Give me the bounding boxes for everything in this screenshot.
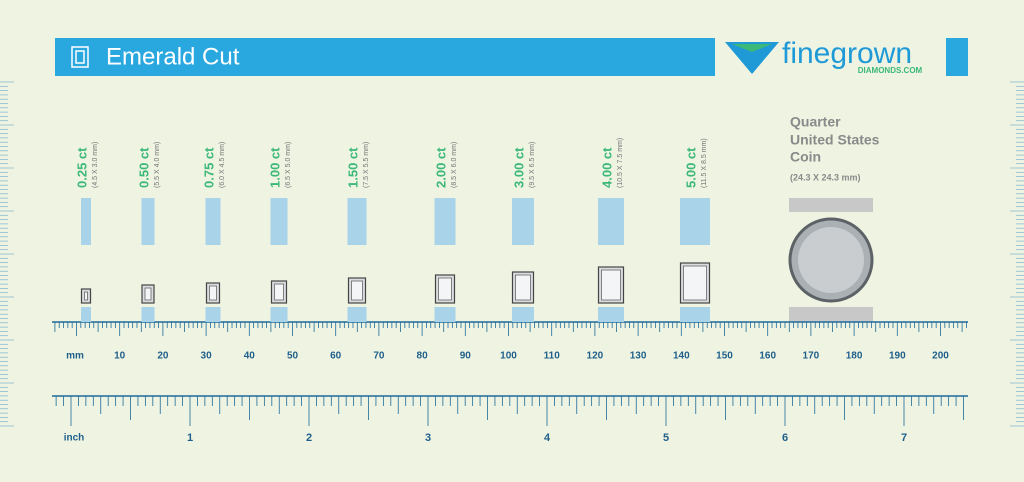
size-guide — [141, 307, 155, 322]
carat-label: 3.00 ct — [511, 147, 526, 188]
quarter-guide — [789, 198, 873, 212]
mm-unit: mm — [66, 351, 84, 362]
mm-label: 200 — [932, 351, 949, 362]
dims-label: (6.5 X 5.0 mm) — [285, 142, 292, 188]
diamond-facet — [683, 265, 707, 301]
quarter-face — [798, 227, 864, 293]
dims-label: (9.5 X 6.5 mm) — [529, 142, 536, 188]
quarter-guide — [789, 307, 873, 322]
mm-label: 100 — [500, 351, 517, 362]
mm-label: 170 — [803, 351, 820, 362]
mm-label: 70 — [373, 351, 385, 362]
size-guide — [680, 198, 710, 245]
dims-label: (5.5 X 4.0 mm) — [154, 142, 161, 188]
carat-label: 4.00 ct — [599, 147, 614, 188]
size-guide — [141, 198, 155, 245]
carat-label: 2.00 ct — [433, 147, 448, 188]
header-title: Emerald Cut — [106, 43, 240, 70]
size-guide — [598, 307, 624, 322]
carat-label: 0.75 ct — [201, 147, 216, 188]
logo-icon — [725, 42, 779, 74]
inch-label: 3 — [425, 432, 431, 444]
size-guide — [205, 307, 221, 322]
size-guide — [270, 307, 288, 322]
size-guide — [434, 198, 456, 245]
diamond-facet — [438, 277, 452, 301]
mm-label: 20 — [157, 351, 169, 362]
size-guide — [512, 307, 534, 322]
header-icon — [71, 46, 89, 68]
header-bar — [55, 38, 715, 76]
mm-label: 180 — [846, 351, 863, 362]
carat-label: 5.00 ct — [683, 147, 698, 188]
size-guide — [434, 307, 456, 322]
diamond-facet — [601, 269, 621, 301]
mm-label: 40 — [244, 351, 256, 362]
dims-label: (8.5 X 6.0 mm) — [451, 142, 458, 188]
quarter-label: United States — [790, 132, 880, 148]
diamond-facet — [274, 283, 284, 301]
inch-unit: inch — [64, 433, 85, 444]
mm-label: 110 — [544, 351, 561, 362]
diamond-facet — [209, 285, 217, 301]
dims-label: (4.5 X 3.0 mm) — [92, 142, 99, 188]
inch-label: 5 — [663, 432, 669, 444]
size-guide — [81, 198, 91, 245]
size-guide — [81, 307, 91, 322]
quarter-label: Quarter — [790, 114, 841, 130]
dims-label: (7.5 X 5.5 mm) — [363, 142, 370, 188]
inch-label: 4 — [544, 432, 551, 444]
mm-label: 150 — [716, 351, 733, 362]
header-block — [946, 38, 968, 76]
inch-label: 1 — [187, 432, 193, 444]
inch-label: 7 — [901, 432, 907, 444]
size-guide — [270, 198, 288, 245]
dims-label: (10.5 X 7.5 mm) — [617, 138, 624, 188]
quarter-dims: (24.3 X 24.3 mm) — [790, 172, 861, 182]
dims-label: (11.5 X 8.5 mm) — [701, 138, 708, 188]
size-guide — [347, 307, 367, 322]
mm-label: 190 — [889, 351, 906, 362]
carat-label: 0.50 ct — [136, 147, 151, 188]
diamond-facet — [351, 280, 363, 301]
mm-label: 140 — [673, 351, 690, 362]
mm-label: 90 — [460, 351, 472, 362]
mm-label: 130 — [630, 351, 647, 362]
quarter-label: Coin — [790, 149, 821, 165]
carat-label: 1.50 ct — [345, 147, 360, 188]
logo-subtext: DIAMONDS.COM — [858, 66, 923, 75]
carat-label: 0.25 ct — [74, 147, 89, 188]
size-guide — [598, 198, 624, 245]
diamond-facet — [84, 291, 88, 301]
size-guide — [512, 198, 534, 245]
mm-label: 30 — [201, 351, 213, 362]
mm-label: 120 — [587, 351, 604, 362]
mm-label: 50 — [287, 351, 299, 362]
inch-label: 2 — [306, 432, 312, 444]
carat-label: 1.00 ct — [267, 147, 282, 188]
size-guide — [205, 198, 221, 245]
diamond-facet — [144, 287, 152, 301]
inch-label: 6 — [782, 432, 788, 444]
size-guide — [347, 198, 367, 245]
mm-label: 60 — [330, 351, 342, 362]
size-guide — [680, 307, 710, 322]
logo-text: finegrown — [782, 37, 912, 70]
dims-label: (6.0 X 4.5 mm) — [219, 142, 226, 188]
mm-label: 10 — [114, 351, 126, 362]
mm-label: 160 — [759, 351, 776, 362]
mm-label: 80 — [417, 351, 429, 362]
diamond-facet — [515, 274, 531, 301]
